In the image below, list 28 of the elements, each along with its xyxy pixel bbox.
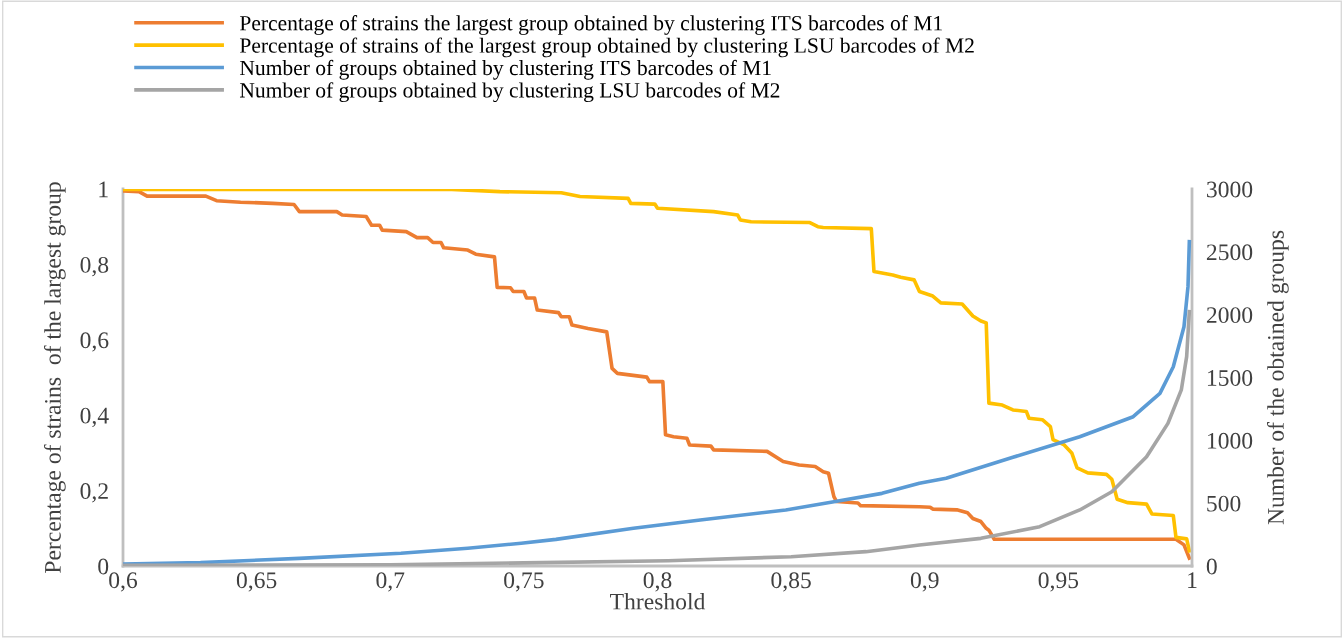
x-tick-label: 0,65 [236, 572, 277, 592]
y-tick-label: 1 [99, 181, 108, 198]
y-tick-label: 0,6 [80, 332, 109, 352]
y2-tick-label: 500 [1207, 495, 1241, 512]
y-tick-label: 0,4 [80, 407, 109, 428]
y2-tick-label: 2000 [1206, 307, 1253, 324]
y-tick-label: 0 [98, 558, 109, 575]
y2-tick-label: 3000 [1207, 181, 1253, 198]
x-tick-label: 0,7 [376, 572, 405, 592]
y2-tick-label: 2500 [1206, 244, 1253, 261]
x-axis-title: Threshold [610, 592, 706, 610]
x-tick-label: 0,9 [910, 572, 939, 592]
legend-label: Number of groups obtained by clustering LSU barcodes of M2 [239, 82, 780, 103]
y2-tick-label: 1500 [1207, 369, 1253, 386]
x-tick-label: 1 [1188, 572, 1197, 588]
y2-axis-title: Number of the obtained groups [1267, 230, 1289, 525]
x-tick-label: 0,75 [504, 572, 544, 592]
y-tick-label: 0,8 [80, 256, 109, 277]
y2-tick-label: 0 [1206, 558, 1217, 575]
legend-label: Number of groups obtained by clustering ITS barcodes of M1 [239, 59, 771, 80]
x-tick-label: 0,85 [771, 572, 811, 592]
y2-tick-label: 1000 [1207, 432, 1253, 449]
y-axis-title: Percentage of strains of the largest group [43, 182, 66, 573]
y-tick-label: 0,2 [80, 483, 108, 503]
legend-label: Percentage of strains of the largest group obtained by clustering LSU barcodes of M2 [239, 37, 974, 58]
x-tick-label: 0,8 [643, 572, 672, 592]
x-tick-label: 0,95 [1038, 572, 1079, 592]
legend-label: Percentage of strains the largest group obtained by clustering ITS barcodes of M1 [239, 15, 942, 35]
